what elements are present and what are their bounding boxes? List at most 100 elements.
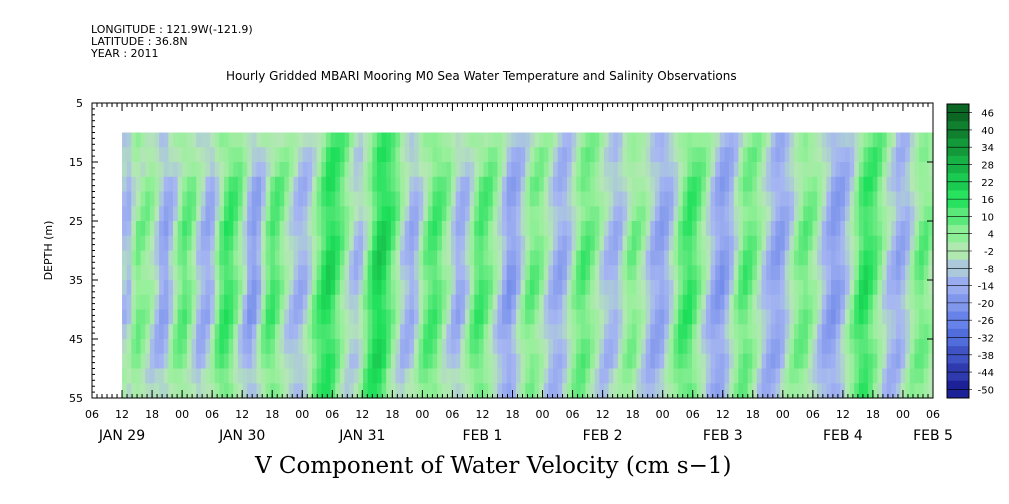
heatmap-cell (265, 206, 271, 222)
heatmap-cell (228, 309, 234, 325)
heatmap-cell (205, 383, 211, 399)
heatmap-cell (427, 339, 434, 355)
heatmap-cell (464, 294, 471, 311)
heatmap-cell (395, 206, 401, 222)
heatmap-cell (335, 250, 341, 266)
heatmap-cell (372, 206, 378, 222)
heatmap-cell (817, 353, 823, 370)
heatmap-cell (173, 250, 179, 266)
heatmap-cell (274, 221, 281, 237)
heatmap-cell (682, 162, 688, 178)
heatmap-cell (284, 162, 290, 178)
heatmap-cell (321, 147, 327, 163)
heatmap-cell (529, 147, 536, 163)
x-tick-label: 18 (145, 408, 159, 421)
heatmap-cell (353, 353, 359, 370)
heatmap-cell (553, 206, 559, 222)
x-tick-label: 18 (265, 408, 279, 421)
heatmap-cell (752, 235, 758, 252)
heatmap-cell (506, 353, 512, 370)
heatmap-cell (566, 294, 573, 311)
heatmap-cell (376, 294, 383, 311)
heatmap-cell (455, 206, 461, 222)
heatmap-cell (330, 191, 336, 207)
heatmap-cell (358, 191, 364, 207)
heatmap-cell (145, 162, 151, 178)
heatmap-cell (557, 324, 563, 340)
heatmap-cell (756, 324, 763, 340)
heatmap-cell (302, 250, 308, 266)
heatmap-cell (733, 324, 739, 340)
heatmap-cell (710, 176, 716, 193)
heatmap-cell (279, 176, 285, 193)
heatmap-cell (256, 176, 262, 193)
heatmap-cell (743, 309, 749, 325)
heatmap-cell (154, 176, 160, 193)
heatmap-cell (210, 176, 216, 193)
heatmap-cell (228, 280, 234, 296)
heatmap-cell (154, 353, 160, 370)
heatmap-cell (186, 383, 193, 399)
heatmap-cell (914, 309, 920, 325)
heatmap-cell (353, 147, 359, 163)
heatmap-cell (381, 147, 387, 163)
heatmap-cell (715, 235, 721, 252)
heatmap-cell (349, 235, 355, 252)
heatmap-cell (641, 176, 647, 193)
heatmap-cell (256, 132, 262, 148)
heatmap-cell (673, 147, 679, 163)
heatmap-cell (784, 235, 790, 252)
heatmap-cell (205, 147, 211, 163)
heatmap-cell (376, 339, 383, 355)
heatmap-cell (460, 324, 466, 340)
heatmap-cell (636, 368, 642, 384)
heatmap-cell (627, 339, 633, 355)
heatmap-cell (553, 250, 559, 266)
heatmap-cell (441, 309, 448, 325)
heatmap-cell (553, 147, 559, 163)
heatmap-cell (413, 147, 420, 163)
heatmap-cell (923, 250, 929, 266)
heatmap-cell (738, 221, 744, 237)
heatmap-cell (214, 383, 220, 399)
heatmap-cell (849, 294, 855, 311)
heatmap-cell (437, 206, 443, 222)
heatmap-cell (126, 294, 132, 311)
heatmap-cell (705, 162, 712, 178)
heatmap-cell (344, 132, 350, 148)
heatmap-cell (515, 294, 522, 311)
heatmap-cell (321, 383, 327, 399)
heatmap-cell (854, 294, 860, 311)
heatmap-cell (177, 221, 183, 237)
heatmap-cell (298, 235, 304, 252)
heatmap-cell (905, 309, 911, 325)
heatmap-cell (766, 221, 772, 237)
heatmap-cell (784, 132, 790, 148)
heatmap-cell (886, 176, 892, 193)
heatmap-cell (200, 265, 207, 281)
heatmap-cell (312, 176, 318, 193)
heatmap-cell (919, 235, 925, 252)
heatmap-cell (228, 235, 234, 252)
heatmap-cell (427, 383, 434, 399)
heatmap-cell (214, 206, 220, 222)
heatmap-cell (654, 221, 661, 237)
heatmap-cell (817, 309, 823, 325)
heatmap-cell (423, 339, 429, 355)
heatmap-cell (413, 176, 420, 193)
heatmap-cell (186, 353, 193, 370)
heatmap-cell (534, 339, 540, 355)
heatmap-cell (140, 147, 146, 163)
heatmap-cell (905, 176, 911, 193)
heatmap-cell (882, 191, 888, 207)
heatmap-cell (223, 147, 230, 163)
heatmap-cell (817, 339, 823, 355)
heatmap-cell (719, 265, 726, 281)
heatmap-cell (367, 309, 373, 325)
heatmap-cell (451, 339, 457, 355)
heatmap-cell (738, 383, 744, 399)
heatmap-cell (196, 250, 202, 266)
heatmap-cell (163, 294, 169, 311)
heatmap-cell (580, 280, 587, 296)
heatmap-cell (149, 221, 156, 237)
